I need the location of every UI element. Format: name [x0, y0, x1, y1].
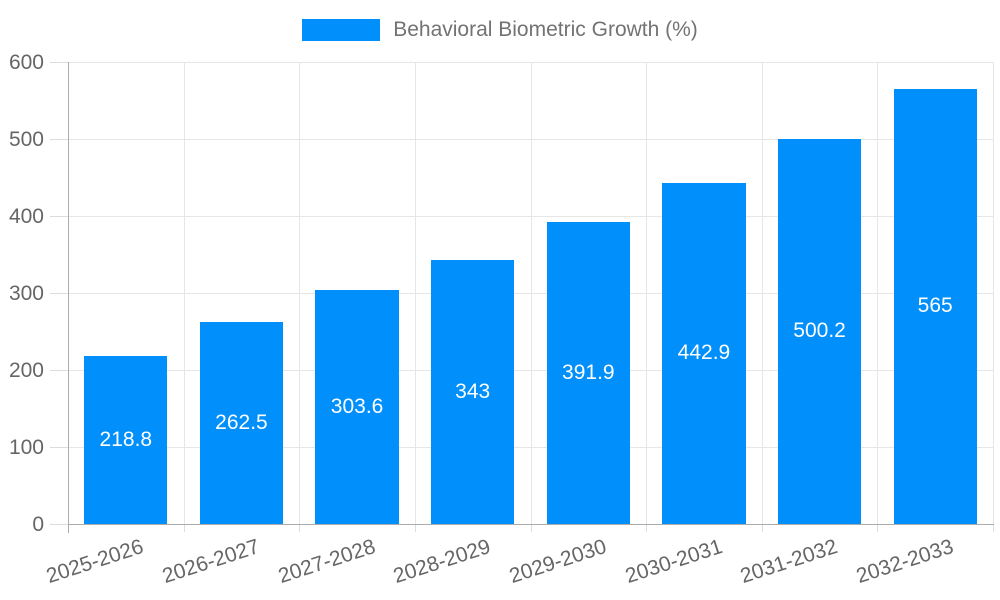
x-tick-mark — [761, 524, 763, 532]
bar[interactable] — [199, 321, 284, 524]
bar[interactable] — [431, 259, 515, 524]
y-axis-tick-label: 500 — [8, 128, 44, 151]
y-axis-tick-label: 0 — [32, 513, 44, 536]
y-tick-mark — [50, 216, 68, 217]
x-axis-tick-label: 2032-2033 — [853, 535, 956, 588]
x-gridline — [299, 62, 301, 524]
y-tick-mark — [50, 62, 68, 63]
legend-label: Behavioral Biometric Growth (%) — [393, 18, 698, 41]
x-gridline — [183, 62, 185, 524]
x-tick-mark — [414, 524, 416, 532]
x-gridline — [646, 62, 648, 524]
bar-value-label: 262.5 — [215, 410, 268, 434]
bar[interactable] — [777, 138, 862, 524]
y-tick-mark — [50, 370, 68, 371]
plot-area: 218.8 262.5 303.6 343 391.9 442.9 500.2 565 — [68, 62, 994, 524]
bar-value-label: 500.2 — [793, 319, 846, 343]
x-axis-line — [68, 524, 994, 525]
x-gridline — [761, 62, 763, 524]
x-tick-mark — [530, 524, 532, 532]
x-tick-mark — [183, 524, 185, 532]
y-tick-mark — [50, 293, 68, 294]
y-axis-tick-label: 300 — [8, 282, 44, 305]
bar[interactable] — [662, 182, 746, 524]
x-axis-tick-label: 2030-2031 — [622, 535, 725, 588]
bar-value-label: 218.8 — [99, 427, 153, 451]
x-gridline — [877, 62, 879, 524]
x-axis-tick-label: 2027-2028 — [275, 535, 378, 588]
x-axis-tick-label: 2026-2027 — [159, 535, 263, 588]
x-tick-mark — [877, 524, 879, 532]
bar-value-label: 391.9 — [562, 361, 615, 385]
x-tick-mark — [299, 524, 301, 532]
x-axis-tick-label: 2029-2030 — [506, 535, 610, 588]
bar-value-label: 303.6 — [330, 395, 384, 419]
x-axis-tick-label: 2031-2032 — [737, 535, 841, 588]
bar-value-label: 442.9 — [677, 341, 731, 365]
y-tick-mark — [50, 524, 68, 525]
y-axis-tick-label: 400 — [8, 205, 44, 228]
x-tick-mark — [646, 524, 648, 532]
y-axis-line — [68, 62, 69, 533]
x-axis-tick-label: 2025-2026 — [43, 535, 147, 588]
legend-swatch — [302, 19, 381, 41]
bar-value-label: 343 — [455, 379, 491, 403]
y-axis-tick-label: 100 — [8, 436, 44, 459]
legend-item[interactable]: Behavioral Biometric Growth (%) — [0, 18, 1000, 42]
y-axis-tick-label: 200 — [8, 359, 44, 382]
y-tick-mark — [50, 139, 68, 140]
y-tick-mark — [50, 447, 68, 448]
x-gridline — [993, 62, 994, 524]
y-axis-tick-label: 600 — [8, 51, 44, 74]
x-gridline — [414, 62, 416, 524]
bar[interactable] — [315, 290, 399, 524]
bar[interactable] — [893, 88, 977, 524]
bar[interactable] — [84, 355, 168, 524]
x-gridline — [530, 62, 532, 524]
x-tick-mark — [993, 524, 994, 532]
bar[interactable] — [546, 222, 630, 524]
x-axis-tick-label: 2028-2029 — [390, 535, 494, 588]
bar-value-label: 565 — [917, 294, 953, 318]
